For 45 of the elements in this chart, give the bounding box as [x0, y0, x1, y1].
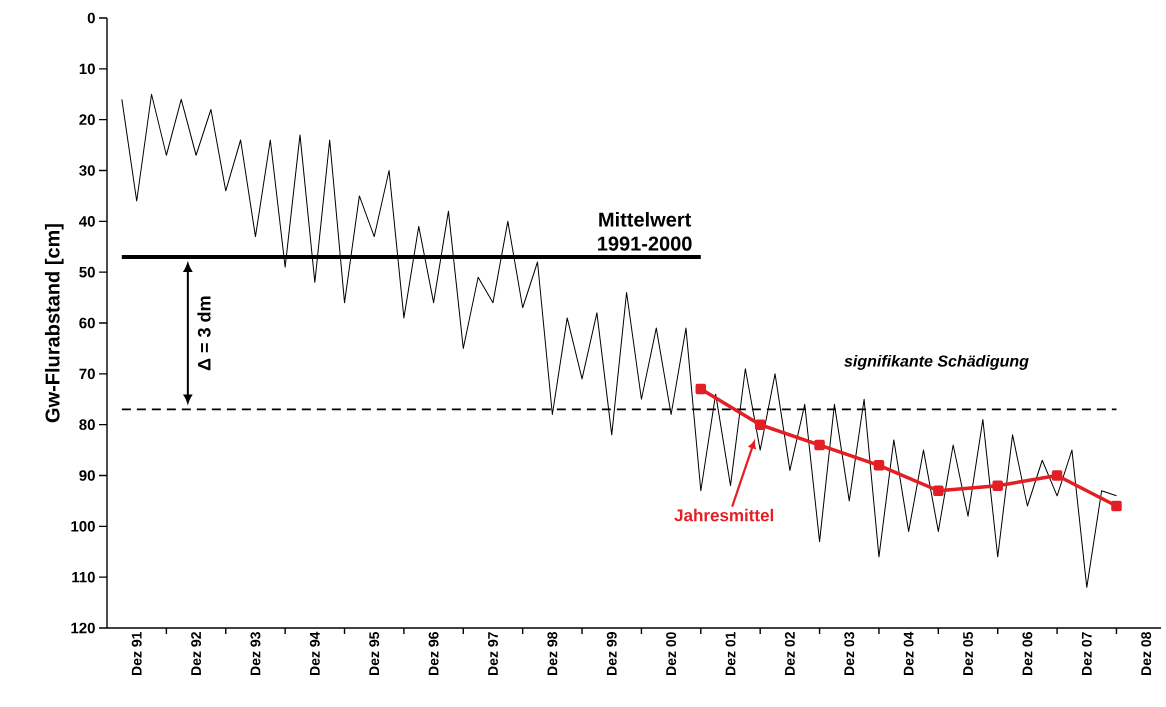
point	[873, 460, 885, 471]
x-tick-label: Dez 93	[250, 632, 261, 675]
y-tick-label: 30	[79, 165, 95, 176]
y-tick-label: 60	[79, 317, 95, 329]
point	[1111, 500, 1122, 512]
x-tick-label: Dez 98	[547, 631, 558, 675]
x-tick-label: Dez 91	[131, 631, 142, 675]
x-tick-label: Dez 02	[784, 632, 795, 675]
text: signifikante Schädigung	[844, 354, 1029, 370]
x-tick-label: Dez 06	[1022, 632, 1033, 675]
x-tick-label: Dez 07	[1081, 632, 1092, 675]
series-label: Mittelwert 1991-2000	[598, 212, 692, 251]
y-tick-label: 10	[79, 63, 95, 75]
y-tick-label: 100	[71, 521, 95, 532]
y-tick-label: 50	[79, 266, 95, 278]
y-tick-label: 80	[79, 419, 95, 430]
point	[1051, 470, 1063, 481]
point	[992, 480, 1003, 491]
x-tick-label: Dez 95	[369, 631, 380, 675]
point	[933, 485, 944, 497]
y-tick-label: 0	[87, 12, 95, 24]
y-tick-label: 90	[79, 470, 95, 481]
y-tick-label: 110	[72, 571, 95, 583]
x-tick-label: Dez 04	[903, 631, 914, 675]
y-tick-label: 120	[71, 622, 95, 634]
x-tick-label: Dez 08	[1141, 631, 1152, 675]
y-axis-title: Gw-Flurabstand [cm]	[44, 224, 64, 423]
y-tick-label: 70	[79, 368, 95, 380]
x-tick-label: Dez 01	[725, 631, 736, 675]
x-tick-label: Dez 92	[191, 632, 202, 675]
x-tick-label: Dez 00	[666, 632, 677, 675]
annotation: Δ = 3 dm	[197, 296, 211, 371]
x-tick-label: Dez 99	[606, 632, 617, 675]
x-tick-label: Dez 96	[428, 632, 439, 675]
line-series	[121, 93, 1117, 588]
point	[814, 439, 825, 451]
y-tick-label: 40	[79, 216, 95, 227]
x-tick-label: Dez 94	[309, 631, 320, 675]
y-tick-label: 20	[79, 114, 95, 125]
point	[754, 419, 766, 430]
x-tick-label: Dez 03	[844, 632, 855, 675]
x-tick-label: Dez 05	[963, 631, 973, 675]
point	[695, 383, 707, 395]
text: Jahresmittel	[674, 508, 774, 522]
x-tick-label: Dez 97	[488, 632, 498, 675]
